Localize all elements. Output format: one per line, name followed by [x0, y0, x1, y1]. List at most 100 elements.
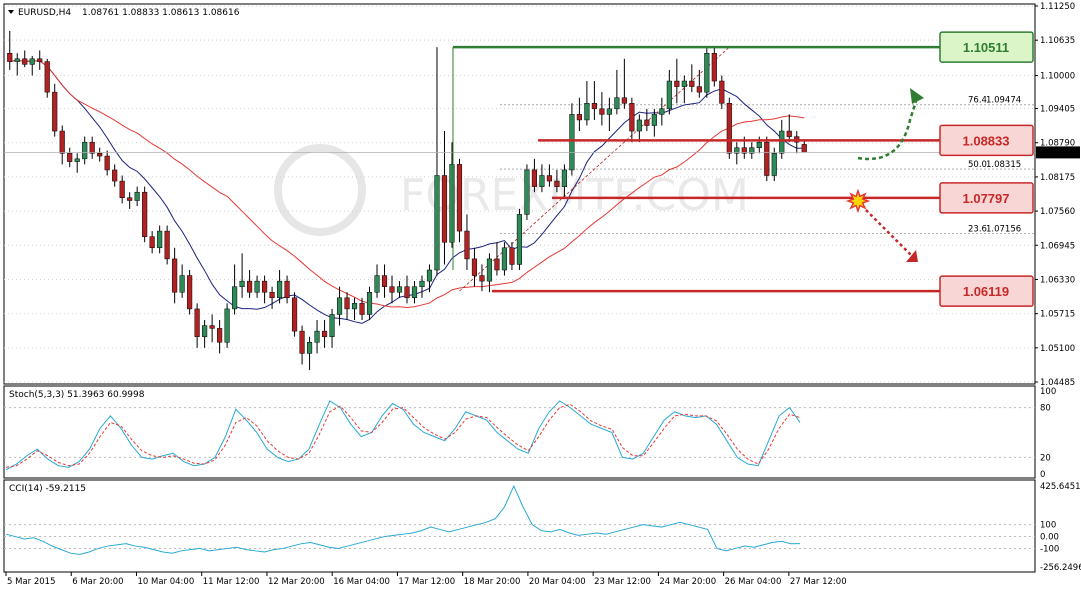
- cci-tick-label: 100: [1040, 521, 1056, 531]
- candle-body: [411, 286, 418, 299]
- fib-value: 1.08315: [986, 160, 1021, 170]
- candle-body: [351, 303, 358, 310]
- cci-tick-label: 425.6451: [1040, 482, 1081, 492]
- stoch-tick-label: 80: [1040, 404, 1051, 414]
- current-price-label: 1.08616: [1039, 148, 1074, 158]
- candle-body: [232, 286, 238, 310]
- time-tick-label: 27 Mar 12:00: [790, 577, 847, 587]
- candle-body: [269, 291, 275, 299]
- candle-body: [217, 328, 223, 343]
- candle-body: [202, 325, 208, 337]
- candle-body: [224, 308, 230, 343]
- cci-tick-label: -256.2496: [1040, 563, 1081, 573]
- candle-body: [434, 175, 440, 271]
- candle-body: [471, 258, 478, 276]
- candle-body: [764, 141, 770, 176]
- candle-body: [359, 303, 365, 315]
- fib-label: 50.0: [968, 160, 987, 170]
- support-box: [939, 182, 1034, 214]
- level-value: 1.06119: [963, 284, 1009, 299]
- candle-body: [29, 58, 35, 65]
- candle-body: [329, 314, 335, 337]
- candle-body: [321, 330, 328, 337]
- time-tick-label: 10 Mar 04:00: [137, 577, 194, 587]
- candle-body: [381, 275, 388, 287]
- candle-body: [119, 180, 125, 199]
- stoch-tick-label: 20: [1040, 453, 1051, 463]
- candle-body: [74, 158, 80, 162]
- candle-body: [734, 147, 740, 154]
- candle-body: [179, 275, 185, 293]
- candle-body: [104, 155, 110, 171]
- candle-body: [14, 58, 20, 62]
- candle-body: [531, 169, 537, 187]
- candle-body: [456, 164, 463, 232]
- stoch-layer: [4, 400, 1035, 471]
- candle-body: [112, 169, 118, 182]
- candle-body: [636, 119, 642, 132]
- candle-body: [719, 80, 725, 104]
- candle-body: [569, 114, 575, 171]
- candle-body: [629, 103, 635, 132]
- candle-body: [67, 153, 73, 162]
- candle-body: [711, 52, 717, 82]
- candle-body: [584, 103, 590, 121]
- bullish-arrowhead-icon: [910, 88, 924, 104]
- candle-body: [644, 119, 650, 126]
- time-tick-label: 16 Mar 04:00: [333, 577, 390, 587]
- candle-body: [187, 275, 193, 310]
- candle-body: [621, 97, 627, 104]
- symbol-label: EURUSD,H4: [18, 8, 71, 18]
- candle-body: [209, 325, 215, 329]
- candle-body: [299, 330, 305, 354]
- candle-body: [599, 108, 605, 115]
- candle-body: [396, 286, 403, 293]
- stoch-main-line: [5, 400, 801, 471]
- candle-body: [89, 141, 95, 154]
- breakout-burst-icon: [845, 188, 871, 214]
- cci-panel[interactable]: [3, 479, 1036, 573]
- candle-body: [606, 108, 612, 115]
- price-tick-label: 1.08175: [1040, 173, 1075, 183]
- candle-body: [426, 269, 433, 282]
- price-tick-label: 1.10000: [1040, 71, 1075, 81]
- candle-body: [172, 258, 178, 293]
- price-panel[interactable]: [3, 3, 1036, 385]
- candle-body: [254, 280, 260, 293]
- candle-body: [389, 286, 395, 293]
- level-value: 1.07797: [963, 191, 1010, 206]
- price-tick-label: 1.06330: [1040, 275, 1075, 285]
- time-tick-label: 24 Mar 20:00: [659, 577, 716, 587]
- candle-body: [194, 308, 200, 337]
- candle-body: [247, 280, 253, 293]
- price-tick-label: 1.05100: [1040, 344, 1075, 354]
- candle-body: [37, 58, 43, 62]
- candle-body: [284, 280, 290, 299]
- candle-body: [704, 52, 710, 93]
- candle-body: [374, 275, 380, 293]
- price-tick-label: 1.09405: [1040, 105, 1075, 115]
- candle-body: [561, 169, 567, 187]
- candle-body: [22, 58, 28, 65]
- time-tick-label: 6 Mar 20:00: [72, 577, 123, 587]
- price-tick-label: 1.06945: [1040, 241, 1075, 251]
- stochastic-panel[interactable]: [3, 385, 1036, 479]
- candle-body: [614, 97, 620, 110]
- resistance-box: [939, 31, 1034, 63]
- candle-body: [127, 197, 133, 201]
- fib-label: 23.6: [968, 225, 987, 235]
- candle-body: [239, 280, 245, 287]
- candle-body: [7, 52, 13, 62]
- support-box: [939, 124, 1034, 157]
- candle-body: [97, 153, 103, 157]
- candle-body: [524, 169, 530, 215]
- candle-body: [659, 108, 665, 115]
- current-price-box: [1036, 146, 1080, 159]
- candle-body: [576, 114, 582, 121]
- candle-body: [749, 147, 755, 154]
- collapse-triangle-icon[interactable]: [8, 10, 14, 14]
- candle-body: [164, 230, 170, 260]
- time-tick-label: 17 Mar 12:00: [398, 577, 455, 587]
- candle-body: [501, 247, 508, 271]
